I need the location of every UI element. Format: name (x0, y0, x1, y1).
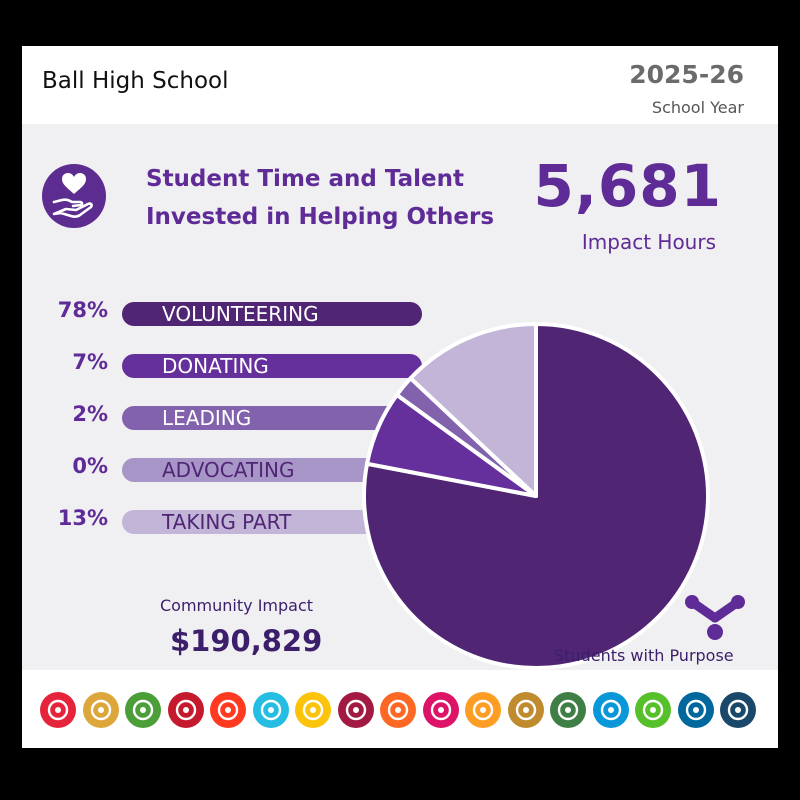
reduced-inequalities-icon (422, 692, 459, 728)
sdg-icon-row (22, 670, 778, 748)
students-with-purpose-label: Students with Purpose (554, 646, 734, 665)
category-label: DONATING (162, 354, 269, 378)
school-name: Ball High School (42, 68, 229, 94)
decent-work-icon (337, 692, 374, 728)
impact-hours-label: Impact Hours (581, 230, 716, 254)
category-label: LEADING (162, 406, 252, 430)
category-percent: 78% (57, 298, 108, 322)
industry-innovation-icon (380, 692, 416, 728)
heart-hand-icon (42, 164, 106, 228)
gender-equality-icon (210, 692, 246, 728)
good-health-icon (125, 692, 161, 728)
peace-justice-icon (677, 692, 714, 728)
clean-water-icon (252, 692, 289, 728)
category-percent: 0% (72, 454, 108, 478)
students-with-purpose-logo (685, 595, 745, 640)
school-year-label: School Year (651, 98, 744, 117)
climate-action-icon (550, 692, 586, 728)
category-label: TAKING PART (162, 510, 292, 534)
community-impact-label: Community Impact (160, 596, 314, 615)
impact-card: Ball High School 2025-26 School Year Stu… (22, 46, 778, 748)
life-on-land-icon (635, 692, 671, 728)
headline-line-2: Invested in Helping Others (146, 204, 495, 230)
headline-line-1: Student Time and Talent (146, 166, 464, 192)
headline: Student Time and Talent Invested in Help… (146, 160, 494, 236)
community-impact-value: $190,829 (170, 624, 323, 658)
partnerships-icon (720, 692, 756, 728)
category-bar-leading (122, 406, 422, 430)
no-poverty-icon (40, 692, 76, 728)
zero-hunger-icon (82, 692, 119, 728)
school-year: 2025-26 (629, 60, 744, 89)
impact-panel: Student Time and Talent Invested in Help… (22, 124, 778, 670)
sustainable-cities-icon (465, 692, 501, 728)
category-label: VOLUNTEERING (162, 302, 319, 326)
clean-energy-icon (295, 692, 331, 728)
category-percent: 13% (57, 506, 108, 530)
category-bar-volunteering (122, 302, 422, 326)
category-label: ADVOCATING (162, 458, 295, 482)
pie-slice-taking-part (408, 322, 538, 498)
category-bar-donating (122, 354, 422, 378)
header: Ball High School 2025-26 School Year (22, 46, 778, 124)
responsible-consumption-icon (507, 692, 544, 728)
life-below-water-icon (592, 692, 629, 728)
quality-education-icon (167, 692, 204, 728)
category-percent: 7% (72, 350, 108, 374)
impact-hours-value: 5,681 (533, 152, 722, 220)
impact-pie-chart (362, 322, 711, 670)
category-percent: 2% (72, 402, 108, 426)
